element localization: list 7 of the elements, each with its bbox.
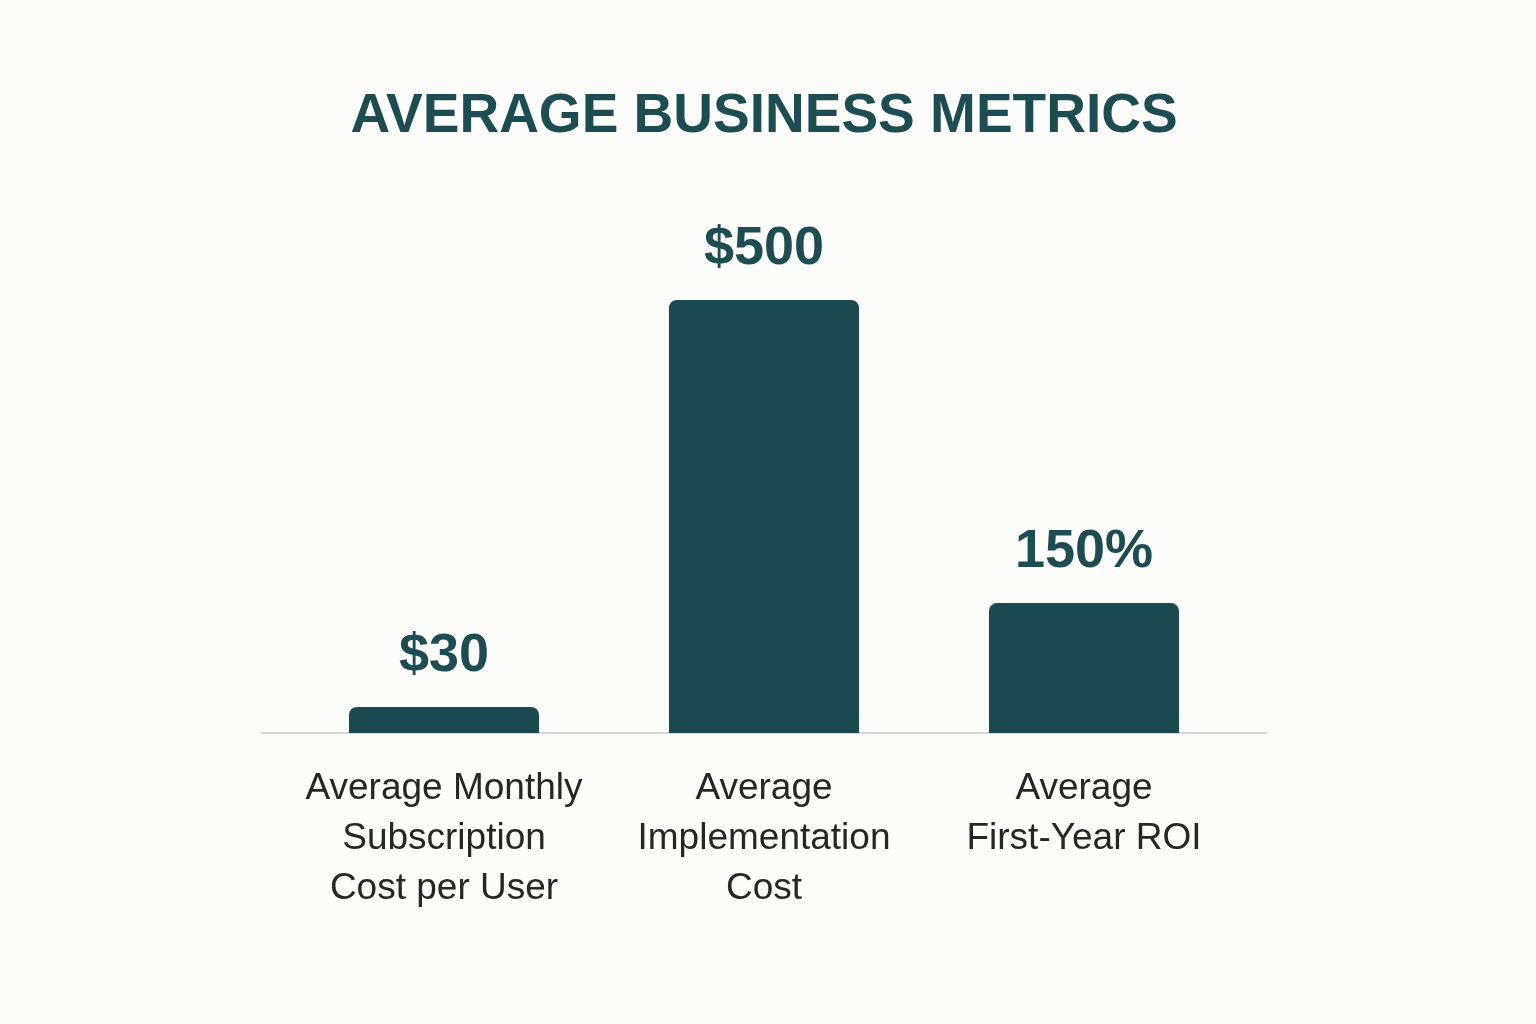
x-tick-label: Average First-Year ROI [966,766,1202,858]
x-tick-label: Average Implementation Cost [637,766,891,908]
x-tick-label: Average Monthly Subscription Cost per User [305,766,583,908]
data-label: $500 [703,214,825,275]
data-label: 150% [1014,517,1154,578]
data-label: $30 [398,621,490,682]
chart-title: AVERAGE BUSINESS METRICS [350,82,1178,145]
